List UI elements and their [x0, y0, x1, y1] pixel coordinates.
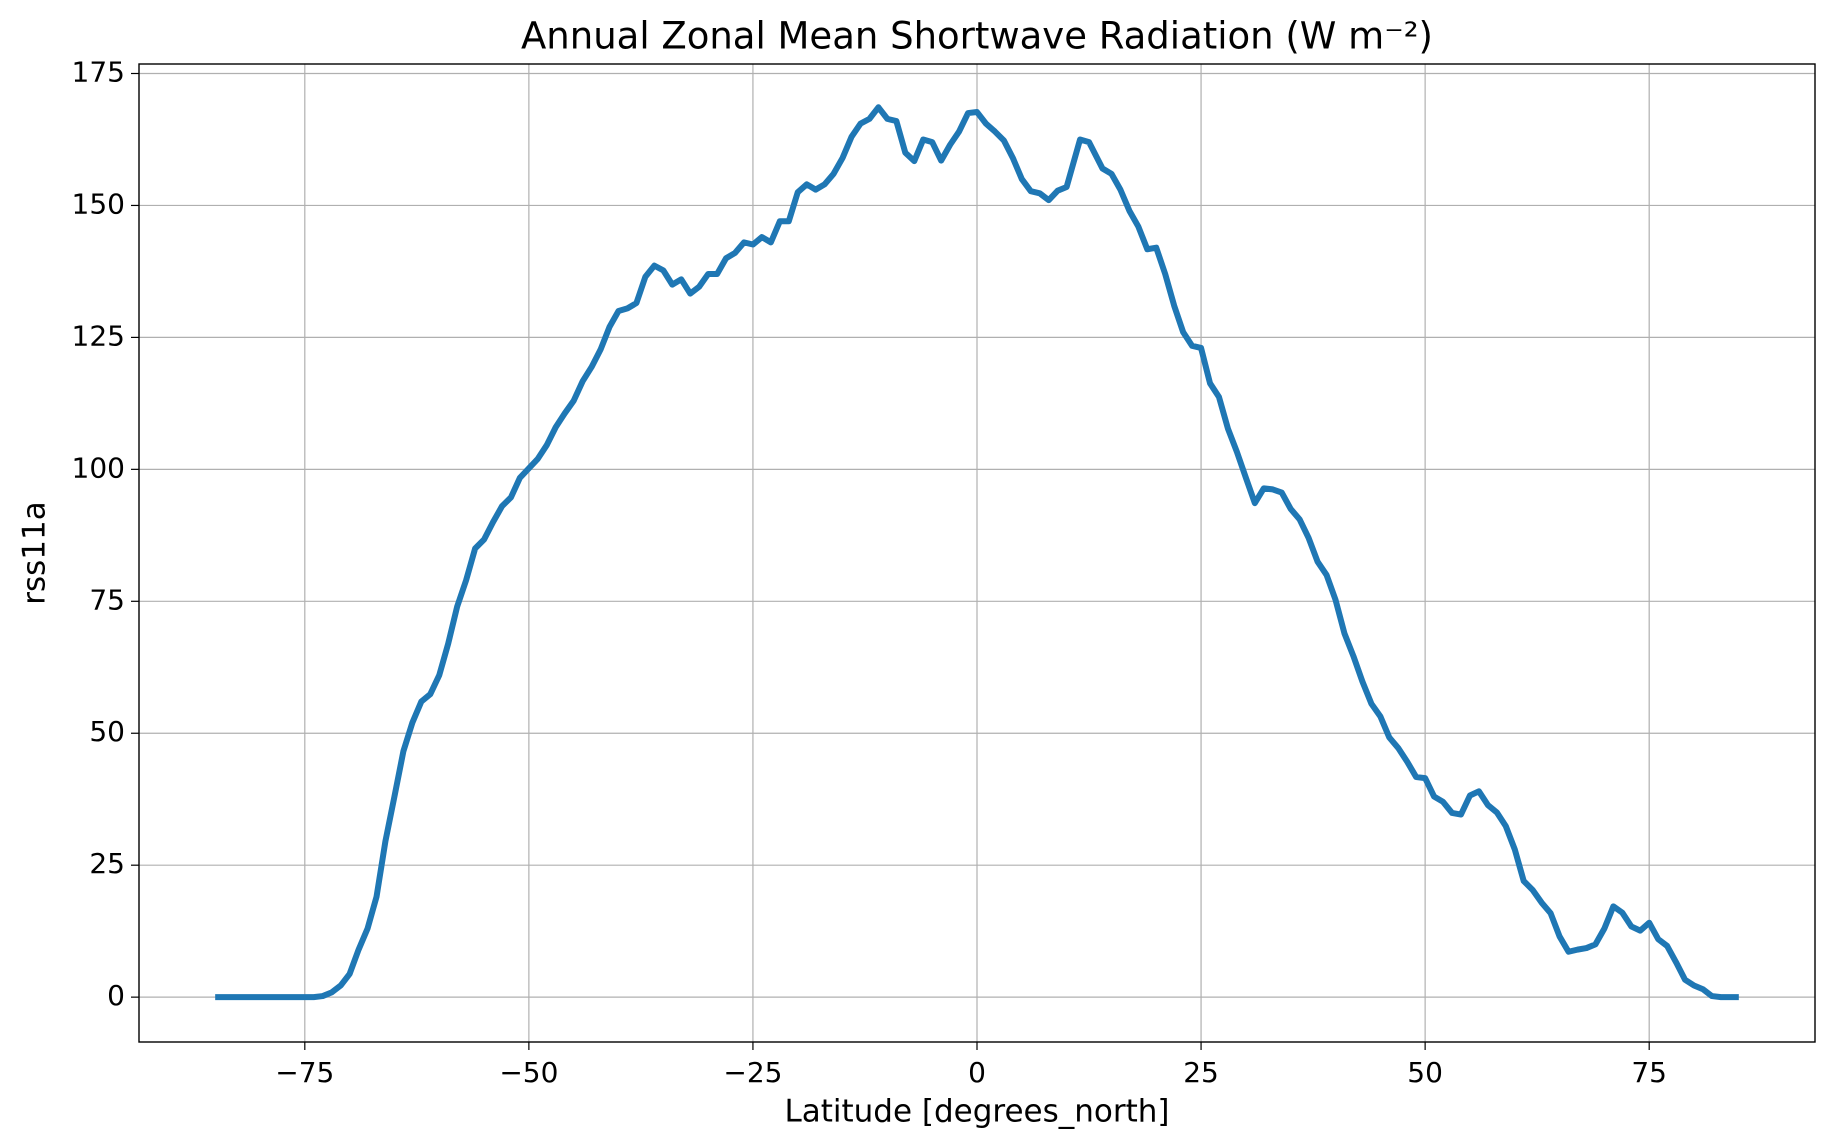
y-axis-label: rss11a: [17, 501, 53, 605]
x-tick-label: 75: [1631, 1056, 1667, 1089]
x-tick-label: −75: [275, 1056, 334, 1089]
plot-frame: [138, 63, 1816, 1043]
chart-title: Annual Zonal Mean Shortwave Radiation (W…: [521, 15, 1433, 58]
y-tick-label: 25: [89, 847, 125, 880]
x-tick-label: 25: [1183, 1056, 1219, 1089]
x-tick-label: −25: [723, 1056, 782, 1089]
y-tick-label: 150: [72, 187, 125, 220]
x-tick-label: −50: [499, 1056, 558, 1089]
x-tick-label: 0: [968, 1056, 986, 1089]
x-tick-label: 50: [1407, 1056, 1443, 1089]
y-tick-label: 0: [107, 979, 125, 1012]
x-axis-label: Latitude [degrees_north]: [784, 1094, 1169, 1130]
y-tick-label: 100: [72, 451, 125, 484]
y-tick-label: 50: [89, 715, 125, 748]
y-tick-label: 125: [72, 319, 125, 352]
y-tick-label: 175: [72, 56, 125, 89]
y-tick-label: 75: [89, 583, 125, 616]
data-line: [215, 104, 1739, 1001]
